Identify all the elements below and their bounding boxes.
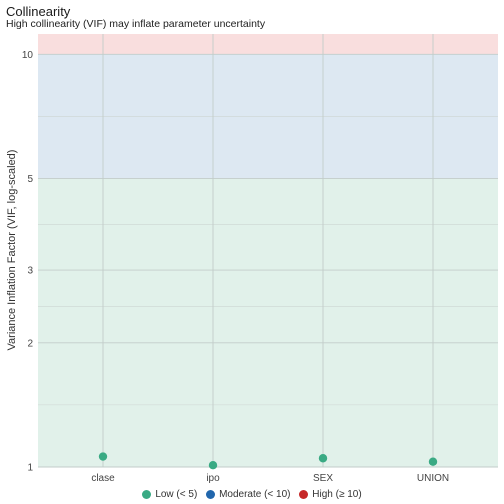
legend-item-moderate: Moderate (< 10)	[206, 489, 290, 500]
data-point	[319, 454, 327, 462]
y-tick-label: 5	[27, 174, 33, 185]
x-tick-label: SEX	[313, 473, 333, 484]
y-tick-label: 1	[27, 463, 33, 474]
x-tick-label: UNION	[417, 473, 449, 484]
data-point	[209, 461, 217, 469]
legend-label-high: High (≥ 10)	[312, 489, 361, 500]
data-point	[99, 452, 107, 460]
data-point	[429, 458, 437, 466]
x-tick-label: ipo	[206, 473, 220, 484]
legend-dot-low	[142, 490, 151, 499]
zone-band-0	[38, 179, 498, 467]
legend-dot-moderate	[206, 490, 215, 499]
y-tick-label: 10	[22, 50, 34, 61]
y-tick-label: 3	[27, 266, 33, 277]
x-tick-label: clase	[91, 473, 115, 484]
legend-label-low: Low (< 5)	[155, 489, 197, 500]
legend-item-low: Low (< 5)	[142, 489, 197, 500]
legend-item-high: High (≥ 10)	[299, 489, 361, 500]
legend: Low (< 5) Moderate (< 10) High (≥ 10)	[0, 489, 504, 502]
legend-label-moderate: Moderate (< 10)	[219, 489, 290, 500]
y-tick-label: 2	[27, 338, 33, 349]
legend-dot-high	[299, 490, 308, 499]
zone-band-2	[38, 34, 498, 54]
